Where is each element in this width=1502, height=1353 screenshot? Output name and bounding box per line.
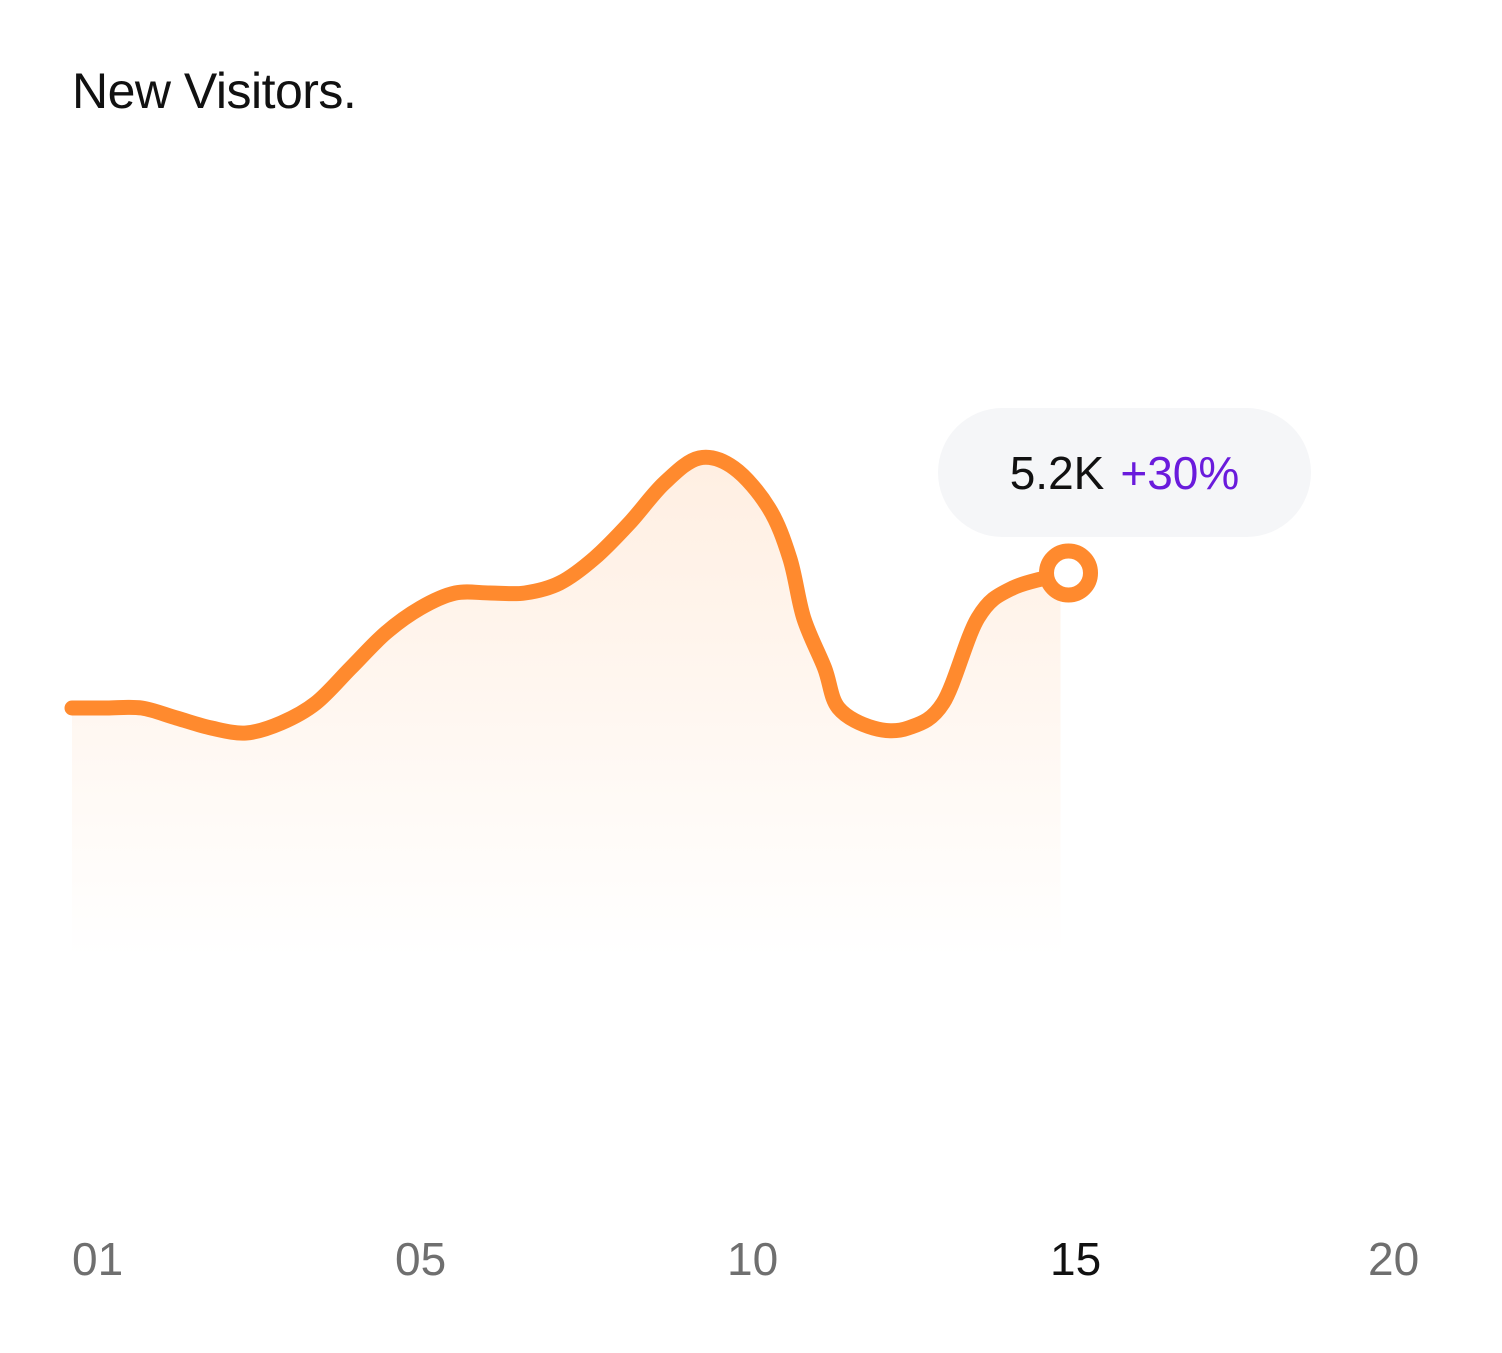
data-point <box>243 730 249 736</box>
data-point <box>139 705 145 711</box>
data-point <box>383 630 389 636</box>
area-fill <box>72 457 1069 958</box>
data-point <box>940 700 946 706</box>
data-point <box>313 700 319 706</box>
data-point <box>975 615 981 621</box>
highlight-point-marker[interactable] <box>1039 543 1098 603</box>
data-point <box>69 705 75 711</box>
tooltip-change: +30% <box>1120 446 1240 499</box>
data-point <box>208 725 214 731</box>
data-point <box>766 505 772 511</box>
data-point <box>661 480 667 486</box>
data-point <box>452 590 458 596</box>
data-point <box>592 555 598 561</box>
x-tick-label: 10 <box>727 1233 779 1285</box>
tooltip-value: 5.2K <box>1009 446 1105 499</box>
data-point <box>278 720 284 726</box>
series-line <box>64 449 1076 741</box>
x-tick-label-active[interactable]: 15 <box>1050 1233 1102 1285</box>
data-point <box>801 615 807 621</box>
data-point <box>174 715 180 721</box>
data-point <box>1010 585 1016 591</box>
data-point <box>487 590 493 596</box>
data-point <box>836 705 842 711</box>
data-point <box>787 555 793 561</box>
data-point <box>822 665 828 671</box>
data-point <box>905 725 911 731</box>
chart-title: New Visitors. <box>72 63 357 119</box>
data-point <box>696 455 702 461</box>
x-tick-label: 01 <box>72 1233 124 1285</box>
data-point <box>731 465 737 471</box>
data-point <box>104 705 110 711</box>
data-point <box>522 590 528 596</box>
data-point <box>627 520 633 526</box>
data-point <box>348 665 354 671</box>
data-point <box>870 725 876 731</box>
x-tick-label: 20 <box>1368 1233 1420 1285</box>
x-tick-label: 05 <box>395 1233 447 1285</box>
data-point <box>417 605 423 611</box>
data-point <box>557 580 563 586</box>
value-tooltip: 5.2K +30% <box>938 408 1311 537</box>
